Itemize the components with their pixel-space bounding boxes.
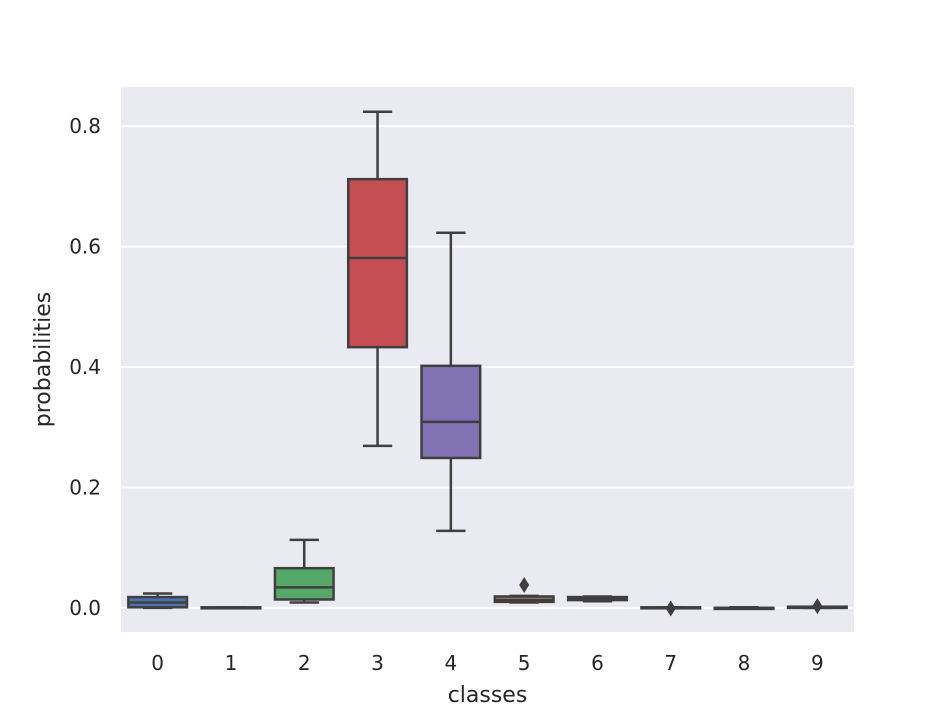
y-tick-label: 0.8 bbox=[69, 114, 101, 138]
box-9 bbox=[786, 598, 848, 615]
plot-area bbox=[121, 87, 854, 632]
x-tick-label: 3 bbox=[371, 651, 384, 675]
outlier-point bbox=[665, 600, 676, 617]
x-tick-label: 8 bbox=[738, 651, 751, 675]
x-axis-ticks: 0 1 2 3 4 5 6 7 8 9 bbox=[151, 651, 823, 675]
x-tick-label: 7 bbox=[664, 651, 677, 675]
x-axis-label: classes bbox=[448, 683, 528, 708]
box-body bbox=[273, 566, 335, 601]
box-body bbox=[346, 177, 409, 349]
x-tick-label: 1 bbox=[225, 651, 238, 675]
x-tick-label: 0 bbox=[151, 651, 164, 675]
outlier-point bbox=[519, 577, 530, 594]
x-tick-label: 5 bbox=[518, 651, 531, 675]
box-body bbox=[420, 364, 482, 460]
box-5 bbox=[493, 577, 555, 604]
y-tick-label: 0.0 bbox=[69, 596, 101, 620]
y-tick-label: 0.2 bbox=[69, 475, 101, 499]
x-tick-label: 6 bbox=[591, 651, 604, 675]
x-tick-label: 4 bbox=[444, 651, 457, 675]
box-2 bbox=[273, 538, 335, 604]
y-tick-label: 0.4 bbox=[69, 355, 101, 379]
box-0 bbox=[127, 592, 189, 610]
box-3 bbox=[346, 110, 409, 448]
box-8 bbox=[713, 606, 775, 611]
y-tick-label: 0.6 bbox=[69, 235, 101, 259]
box-6 bbox=[566, 595, 629, 603]
box-1 bbox=[200, 606, 262, 610]
y-axis-label: probabilities bbox=[31, 292, 56, 427]
y-axis-ticks: 0.0 0.2 0.4 0.6 0.8 bbox=[69, 114, 101, 620]
box-4 bbox=[420, 231, 482, 533]
box-series bbox=[127, 110, 848, 617]
x-tick-label: 9 bbox=[811, 651, 824, 675]
outlier-point bbox=[812, 598, 823, 615]
box-7 bbox=[640, 600, 702, 617]
x-tick-label: 2 bbox=[298, 651, 311, 675]
